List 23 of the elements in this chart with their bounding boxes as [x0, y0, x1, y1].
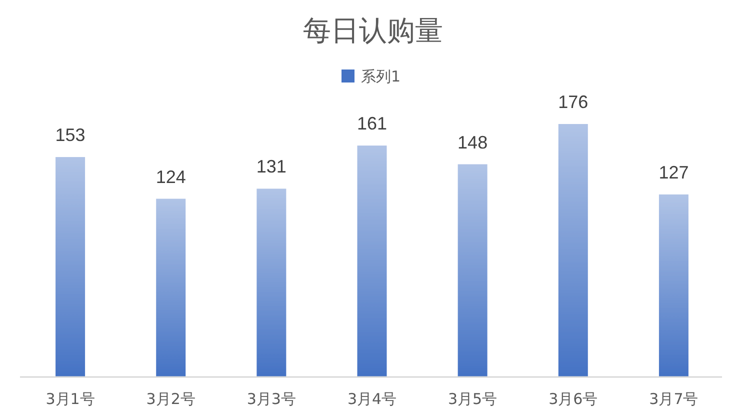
- bar: [256, 188, 286, 378]
- x-tick-label: 3月6号: [548, 390, 598, 408]
- x-tick-label: 3月3号: [246, 390, 296, 408]
- data-label: 176: [558, 92, 588, 112]
- data-label: 124: [156, 166, 186, 187]
- data-label: 131: [256, 156, 286, 177]
- data-label: 127: [658, 162, 689, 182]
- bar: [156, 198, 186, 378]
- x-tick-label: 3月1号: [46, 390, 95, 408]
- chart-title: 每日认购量: [303, 14, 443, 47]
- bar: [357, 144, 387, 378]
- x-tick-label: 3月4号: [347, 390, 397, 408]
- legend-label: 系列1: [361, 68, 401, 86]
- data-label: 161: [356, 114, 388, 134]
- x-tick-label: 3月2号: [146, 390, 196, 408]
- bar: [558, 123, 588, 378]
- data-label: 153: [55, 125, 86, 146]
- x-tick-label: 3月7号: [649, 390, 698, 408]
- bar: [56, 156, 86, 378]
- data-label: 148: [458, 132, 488, 152]
- bar: [458, 164, 488, 378]
- x-tick-label: 3月5号: [448, 390, 498, 408]
- bar: [658, 194, 688, 378]
